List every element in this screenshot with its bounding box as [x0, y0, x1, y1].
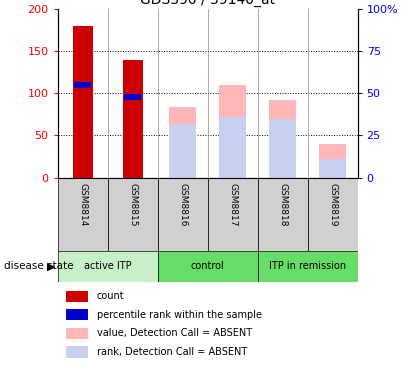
Bar [58, 251, 157, 282]
Bar [122, 60, 143, 178]
Bar [269, 119, 296, 178]
Bar [319, 159, 346, 178]
Text: GSM8818: GSM8818 [278, 183, 287, 227]
Bar [169, 107, 196, 178]
Text: GSM8815: GSM8815 [128, 183, 137, 227]
Bar [258, 178, 307, 251]
Text: GSM8819: GSM8819 [328, 183, 337, 227]
Text: rank, Detection Call = ABSENT: rank, Detection Call = ABSENT [97, 347, 247, 357]
Text: value, Detection Call = ABSENT: value, Detection Call = ABSENT [97, 328, 252, 338]
Text: active ITP: active ITP [84, 261, 132, 271]
Bar [269, 100, 296, 178]
Bar [124, 94, 141, 100]
Text: GSM8817: GSM8817 [228, 183, 237, 227]
Bar [319, 144, 346, 178]
Text: GSM8814: GSM8814 [78, 183, 87, 227]
Bar [66, 346, 88, 358]
Text: control: control [191, 261, 224, 271]
Bar [258, 251, 358, 282]
Bar [66, 328, 88, 339]
Text: count: count [97, 291, 124, 301]
Bar [73, 26, 92, 178]
Bar [219, 117, 246, 178]
Bar [58, 178, 108, 251]
Bar [108, 178, 157, 251]
Bar [66, 309, 88, 321]
Text: percentile rank within the sample: percentile rank within the sample [97, 310, 261, 320]
Bar [157, 178, 208, 251]
Bar [157, 251, 258, 282]
Text: disease state: disease state [4, 261, 74, 271]
Bar [74, 82, 91, 88]
Title: GDS390 / 39140_at: GDS390 / 39140_at [140, 0, 275, 7]
Text: ITP in remission: ITP in remission [269, 261, 346, 271]
Bar [219, 85, 246, 178]
Bar [208, 178, 258, 251]
Bar [307, 178, 358, 251]
Text: GSM8816: GSM8816 [178, 183, 187, 227]
Bar [169, 124, 196, 178]
Bar [66, 291, 88, 302]
Text: ▶: ▶ [47, 261, 56, 271]
